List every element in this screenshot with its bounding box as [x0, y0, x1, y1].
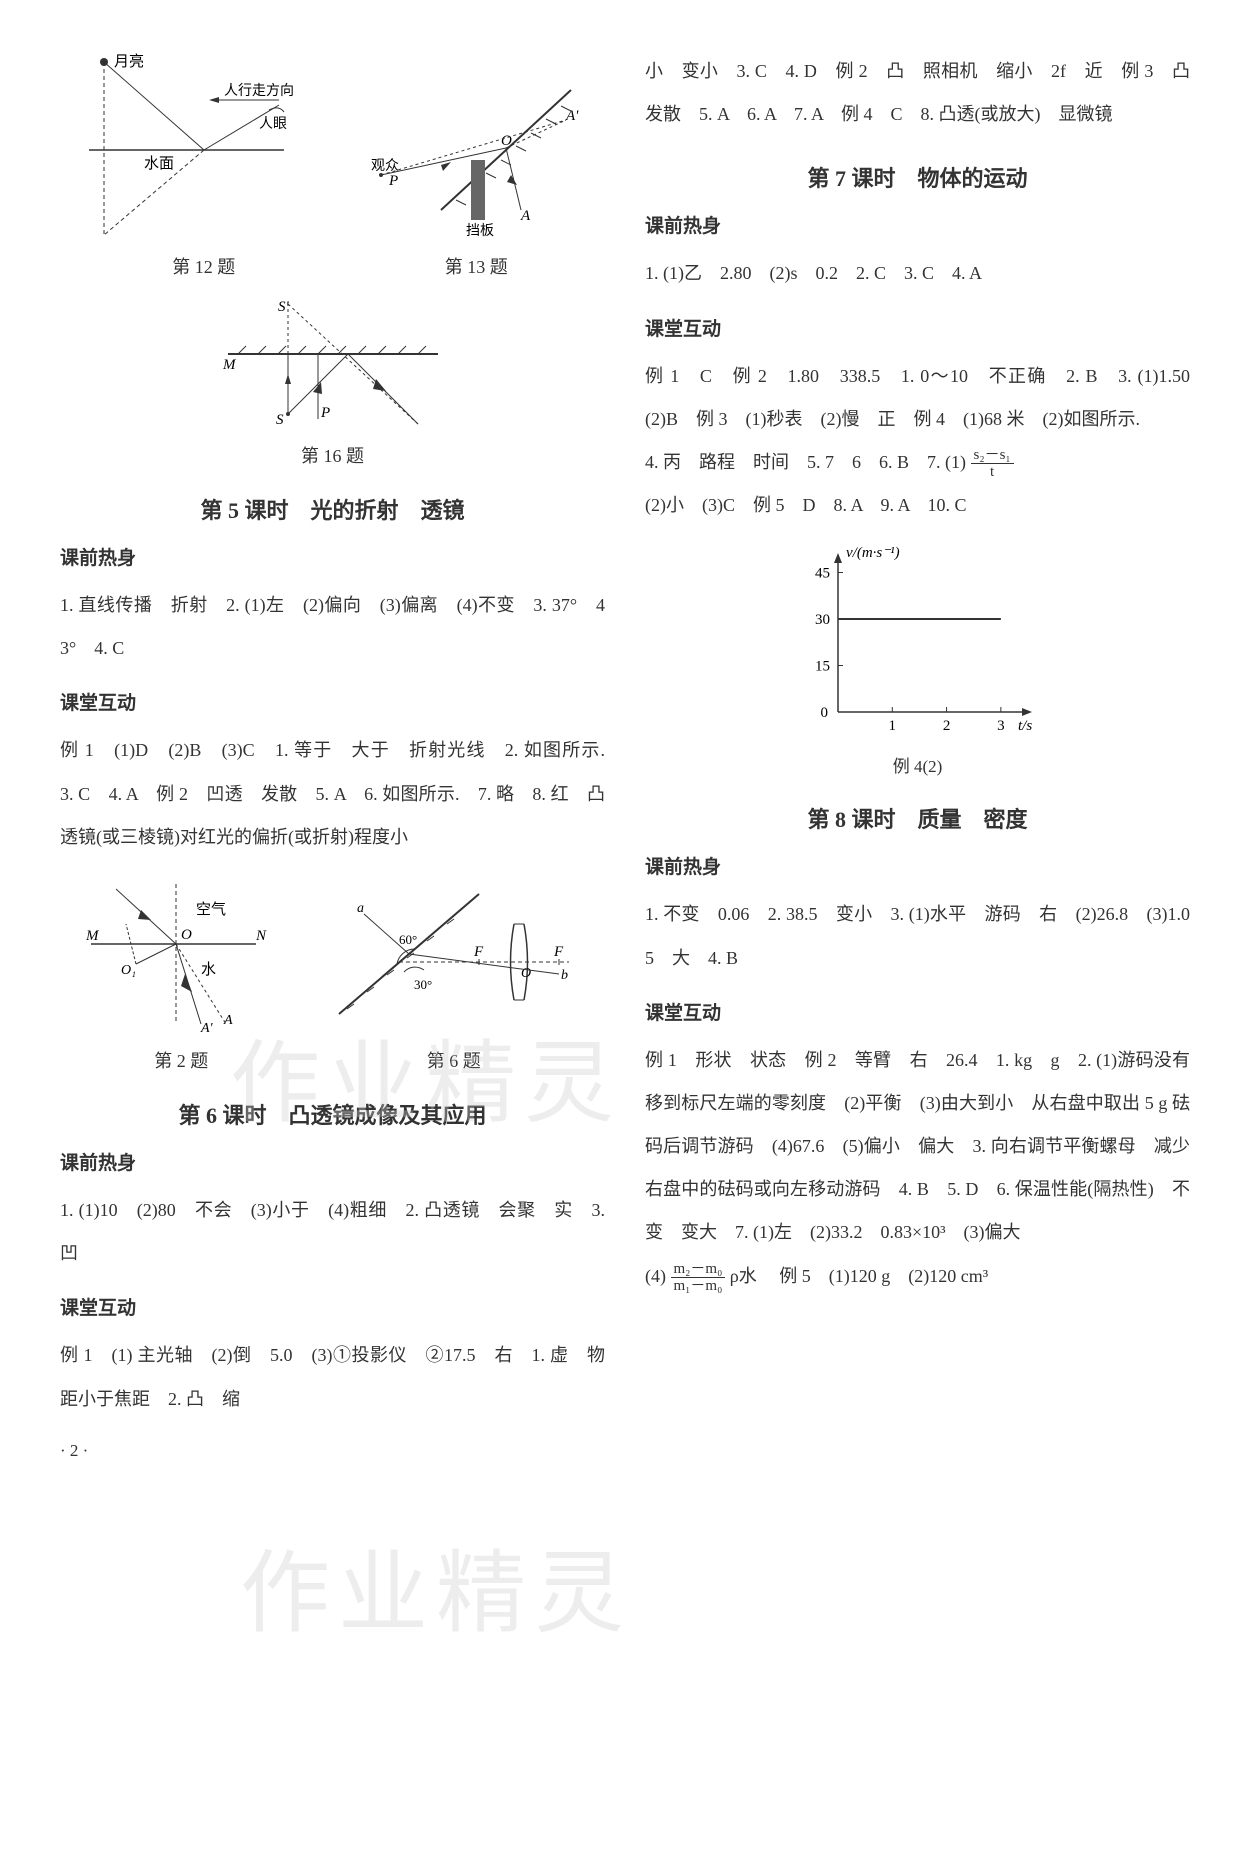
diagram-2: M N O 空气 水 A' A O₁ 第 2 题	[86, 874, 276, 1073]
fraction-s2-s1-t: s₂－s₁ t	[971, 447, 1014, 481]
diagram-16: M S S' P 第 16 题	[218, 299, 448, 468]
svg-text:A': A'	[565, 108, 579, 124]
watermark-2: 作业精灵	[240, 1520, 632, 1650]
chart-ex4-container: 0 15 30 45 1 2 3 v/(m·s⁻¹) t/s 例 4(2)	[645, 542, 1190, 777]
svg-text:P: P	[320, 405, 330, 421]
svg-text:a: a	[357, 901, 364, 916]
fraction-m2-m0: m₂－m₀ m₁－m₀	[671, 1261, 726, 1295]
page-number: · 2 ·	[60, 1441, 605, 1461]
svg-text:t/s: t/s	[1018, 718, 1032, 734]
sec5-interact-answers: 例 1 (1)D (2)B (3)C 1. 等于 大于 折射光线 2. 如图所示…	[60, 729, 605, 859]
svg-text:30: 30	[815, 612, 830, 628]
section-6-title: 第 6 课时 凸透镜成像及其应用	[60, 1098, 605, 1130]
frac-den-m: m₁－m₀	[671, 1278, 726, 1295]
sec7-interact-label: 课堂互动	[645, 314, 1190, 341]
diagram-row-top: 月亮 水面 人行走方向 人眼 第 12 题	[60, 50, 605, 279]
frac-num: s₂－s₁	[971, 447, 1014, 465]
svg-text:挡板: 挡板	[466, 223, 494, 239]
svg-text:15: 15	[815, 659, 830, 675]
sec8-interact-label: 课堂互动	[645, 998, 1190, 1025]
svg-text:F: F	[473, 944, 484, 960]
svg-text:P: P	[388, 173, 398, 189]
diagram-2-caption: 第 2 题	[86, 1047, 276, 1073]
svg-text:水: 水	[201, 961, 216, 978]
sec8-warmup-answers: 1. 不变 0.06 2. 38.5 变小 3. (1)水平 游码 右 (2)2…	[645, 893, 1190, 979]
sec8-warmup-label: 课前热身	[645, 852, 1190, 879]
page-container: 月亮 水面 人行走方向 人眼 第 12 题	[0, 0, 1250, 1511]
svg-text:A': A'	[200, 1021, 214, 1034]
svg-text:A: A	[520, 208, 531, 224]
svg-text:空气: 空气	[196, 901, 226, 918]
sec6-warmup-label: 课前热身	[60, 1148, 605, 1175]
svg-text:0: 0	[820, 705, 828, 721]
svg-text:45: 45	[815, 566, 830, 582]
sec8-interact-a: 例 1 形状 状态 例 2 等臂 右 26.4 1. kg g 2. (1)游码…	[645, 1039, 1190, 1255]
moon-label: 月亮	[114, 53, 144, 70]
svg-text:A: A	[223, 1013, 233, 1028]
sec8-interact-b: (4) m₂－m₀ m₁－m₀ ρ水 例 5 (1)120 g (2)120 c…	[645, 1255, 1190, 1298]
diagram-16-caption: 第 16 题	[218, 442, 448, 468]
frac-num-m: m₂－m₀	[671, 1261, 726, 1279]
svg-text:O: O	[501, 133, 512, 149]
svg-text:b: b	[561, 968, 568, 983]
sec5-interact-label: 课堂互动	[60, 688, 605, 715]
svg-text:O₁: O₁	[121, 963, 136, 978]
svg-text:人行走方向: 人行走方向	[224, 83, 294, 99]
svg-text:S: S	[276, 412, 284, 428]
diagram-row-bottom: M N O 空气 水 A' A O₁ 第 2 题	[60, 874, 605, 1073]
sec5-warmup-label: 课前热身	[60, 543, 605, 570]
svg-text:F: F	[553, 944, 564, 960]
sec7-warmup-label: 课前热身	[645, 211, 1190, 238]
svg-text:3: 3	[997, 718, 1005, 734]
diagram-13: 挡板 观众 P O A A' 第 13 题	[371, 70, 581, 279]
diagram-6-caption: 第 6 题	[329, 1047, 579, 1073]
sec5-warmup-answers: 1. 直线传播 折射 2. (1)左 (2)偏向 (3)偏离 (4)不变 3. …	[60, 584, 605, 670]
svg-text:2: 2	[942, 718, 950, 734]
sec7-interact-a: 例 1 C 例 2 1.80 338.5 1. 0～10 不正确 2. B 3.…	[645, 355, 1190, 441]
svg-text:O: O	[181, 927, 192, 943]
left-column: 月亮 水面 人行走方向 人眼 第 12 题	[60, 50, 605, 1461]
svg-text:O: O	[521, 966, 531, 981]
svg-text:人眼: 人眼	[259, 116, 287, 132]
sec8-b-pre: (4)	[645, 1266, 666, 1286]
svg-text:M: M	[222, 357, 237, 373]
svg-text:S': S'	[278, 299, 290, 315]
sec8-b-post: 例 5 (1)120 g (2)120 cm³	[761, 1266, 988, 1286]
sec7-warmup-answers: 1. (1)乙 2.80 (2)s 0.2 2. C 3. C 4. A	[645, 252, 1190, 295]
sec7-b-pre: 4. 丙 路程 时间 5. 7 6 6. B 7. (1)	[645, 452, 966, 472]
svg-text:60°: 60°	[399, 932, 417, 947]
sec6-interact-answers-a: 例 1 (1) 主光轴 (2)倒 5.0 (3)①投影仪 ②17.5 右 1. …	[60, 1334, 605, 1420]
diagram-6: F F O a b 60° 30° 第 6 题	[329, 874, 579, 1073]
chart-ex4: 0 15 30 45 1 2 3 v/(m·s⁻¹) t/s	[788, 542, 1048, 742]
svg-text:v/(m·s⁻¹): v/(m·s⁻¹)	[846, 545, 900, 561]
svg-text:水面: 水面	[144, 155, 174, 172]
sec6-interact-answers-b: 小 变小 3. C 4. D 例 2 凸 照相机 缩小 2f 近 例 3 凸 发…	[645, 50, 1190, 136]
section-8-title: 第 8 课时 质量 密度	[645, 802, 1190, 834]
sec7-interact-c: (2)小 (3)C 例 5 D 8. A 9. A 10. C	[645, 484, 1190, 527]
diagram-12: 月亮 水面 人行走方向 人眼 第 12 题	[84, 50, 324, 279]
sec7-interact-b: 4. 丙 路程 时间 5. 7 6 6. B 7. (1) s₂－s₁ t	[645, 441, 1190, 484]
sec6-warmup-answers: 1. (1)10 (2)80 不会 (3)小于 (4)粗细 2. 凸透镜 会聚 …	[60, 1189, 605, 1275]
svg-text:N: N	[255, 928, 267, 944]
right-column: 小 变小 3. C 4. D 例 2 凸 照相机 缩小 2f 近 例 3 凸 发…	[645, 50, 1190, 1461]
svg-text:1: 1	[888, 718, 896, 734]
svg-text:30°: 30°	[414, 977, 432, 992]
diagram-13-caption: 第 13 题	[371, 253, 581, 279]
sec6-interact-label: 课堂互动	[60, 1293, 605, 1320]
rho-water: ρ水	[730, 1266, 757, 1286]
frac-den: t	[987, 464, 997, 481]
diagram-12-caption: 第 12 题	[84, 253, 324, 279]
chart-ex4-caption: 例 4(2)	[645, 752, 1190, 777]
diagram-row-16: M S S' P 第 16 题	[60, 299, 605, 468]
section-7-title: 第 7 课时 物体的运动	[645, 161, 1190, 193]
svg-text:M: M	[86, 928, 100, 944]
section-5-title: 第 5 课时 光的折射 透镜	[60, 493, 605, 525]
